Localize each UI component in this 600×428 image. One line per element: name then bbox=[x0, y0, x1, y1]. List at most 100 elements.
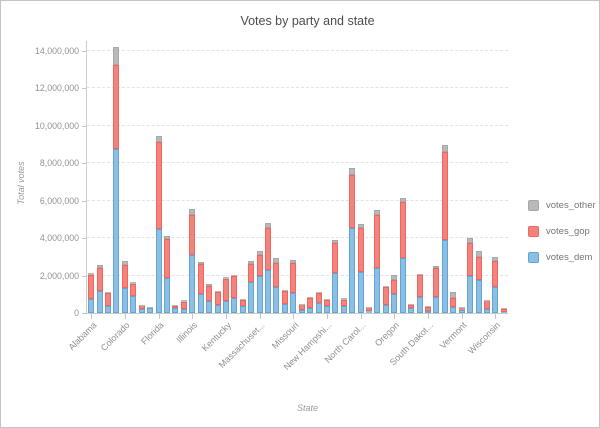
bar-segment[interactable] bbox=[113, 64, 120, 149]
bar-segment[interactable] bbox=[189, 255, 196, 313]
bar-segment[interactable] bbox=[121, 287, 128, 313]
bar-segment[interactable] bbox=[425, 306, 431, 311]
bar-new-york[interactable] bbox=[349, 168, 356, 313]
bar-segment[interactable] bbox=[408, 308, 415, 313]
bar-massachusetts[interactable] bbox=[256, 250, 263, 313]
bar-segment[interactable] bbox=[450, 307, 457, 313]
bar-segment[interactable] bbox=[273, 262, 280, 288]
bar-segment[interactable] bbox=[163, 235, 170, 239]
bar-segment[interactable] bbox=[96, 291, 103, 313]
bar-colorado[interactable] bbox=[121, 260, 128, 313]
bar-segment[interactable] bbox=[416, 273, 423, 276]
bar-segment[interactable] bbox=[408, 304, 415, 309]
bar-segment[interactable] bbox=[441, 240, 448, 313]
bar-segment[interactable] bbox=[492, 287, 499, 313]
bar-segment[interactable] bbox=[382, 285, 389, 288]
bar-segment[interactable] bbox=[332, 242, 339, 273]
bar-segment[interactable] bbox=[180, 309, 187, 313]
bar-segment[interactable] bbox=[500, 308, 507, 309]
bar-segment[interactable] bbox=[197, 264, 204, 294]
bar-segment[interactable] bbox=[248, 281, 255, 313]
legend-item-votes_dem[interactable]: votes_dem bbox=[528, 252, 596, 263]
bar-segment[interactable] bbox=[416, 275, 423, 297]
bar-segment[interactable] bbox=[290, 263, 297, 293]
bar-segment[interactable] bbox=[96, 267, 103, 292]
bar-segment[interactable] bbox=[382, 305, 389, 313]
bar-segment[interactable] bbox=[222, 301, 229, 313]
bar-segment[interactable] bbox=[315, 293, 322, 303]
bar-segment[interactable] bbox=[458, 307, 465, 310]
bar-illinois[interactable] bbox=[189, 209, 196, 313]
bar-missouri[interactable] bbox=[290, 260, 297, 313]
bar-segment[interactable] bbox=[239, 299, 246, 301]
bar-segment[interactable] bbox=[290, 292, 297, 313]
bar-segment[interactable] bbox=[248, 260, 255, 264]
bar-segment[interactable] bbox=[214, 305, 221, 313]
bar-georgia[interactable] bbox=[163, 235, 170, 313]
bar-segment[interactable] bbox=[374, 268, 381, 313]
bar-segment[interactable] bbox=[172, 304, 179, 306]
bar-segment[interactable] bbox=[256, 250, 263, 256]
bar-segment[interactable] bbox=[500, 308, 507, 312]
bar-segment[interactable] bbox=[222, 276, 229, 279]
bar-segment[interactable] bbox=[281, 290, 288, 304]
bar-california[interactable] bbox=[113, 47, 120, 313]
bar-michigan[interactable] bbox=[265, 223, 272, 313]
bar-segment[interactable] bbox=[315, 302, 322, 313]
bar-segment[interactable] bbox=[399, 258, 406, 313]
bar-segment[interactable] bbox=[105, 293, 112, 306]
bar-segment[interactable] bbox=[206, 283, 213, 286]
bar-segment[interactable] bbox=[88, 273, 95, 275]
bar-segment[interactable] bbox=[256, 255, 263, 276]
bar-segment[interactable] bbox=[130, 283, 137, 297]
bar-segment[interactable] bbox=[273, 287, 280, 313]
bar-segment[interactable] bbox=[189, 209, 196, 215]
bar-tennessee[interactable] bbox=[433, 265, 440, 313]
bar-segment[interactable] bbox=[239, 300, 246, 307]
bar-hawaii[interactable] bbox=[172, 304, 179, 313]
bar-segment[interactable] bbox=[180, 301, 187, 310]
bar-idaho[interactable] bbox=[180, 300, 187, 313]
bar-segment[interactable] bbox=[500, 311, 507, 313]
bar-segment[interactable] bbox=[340, 299, 347, 306]
bar-segment[interactable] bbox=[197, 261, 204, 265]
bar-minnesota[interactable] bbox=[273, 257, 280, 313]
bar-segment[interactable] bbox=[416, 296, 423, 313]
bar-segment[interactable] bbox=[357, 271, 364, 313]
bar-segment[interactable] bbox=[483, 309, 490, 313]
legend-item-votes_gop[interactable]: votes_gop bbox=[528, 226, 596, 237]
bar-segment[interactable] bbox=[88, 274, 95, 300]
bar-segment[interactable] bbox=[483, 300, 490, 310]
bar-montana[interactable] bbox=[298, 303, 305, 313]
bar-new-mexico[interactable] bbox=[340, 298, 347, 313]
bar-segment[interactable] bbox=[433, 265, 440, 269]
bar-segment[interactable] bbox=[214, 290, 221, 293]
bar-segment[interactable] bbox=[307, 307, 314, 313]
bar-segment[interactable] bbox=[281, 290, 288, 291]
bar-ohio[interactable] bbox=[374, 209, 381, 313]
bar-segment[interactable] bbox=[340, 305, 347, 313]
bar-segment[interactable] bbox=[323, 306, 330, 313]
bar-segment[interactable] bbox=[366, 311, 373, 313]
bar-segment[interactable] bbox=[113, 148, 120, 313]
bar-segment[interactable] bbox=[105, 291, 112, 294]
bar-texas[interactable] bbox=[441, 144, 448, 313]
bar-segment[interactable] bbox=[298, 304, 305, 310]
bar-segment[interactable] bbox=[172, 305, 179, 308]
bar-iowa[interactable] bbox=[206, 283, 213, 313]
bar-segment[interactable] bbox=[458, 309, 465, 313]
bar-north-dakota[interactable] bbox=[366, 306, 373, 313]
bar-segment[interactable] bbox=[391, 275, 398, 280]
bar-segment[interactable] bbox=[121, 260, 128, 266]
bar-segment[interactable] bbox=[290, 260, 297, 264]
bar-pennsylvania[interactable] bbox=[399, 198, 406, 313]
bar-segment[interactable] bbox=[265, 227, 272, 271]
bar-segment[interactable] bbox=[88, 299, 95, 313]
bar-segment[interactable] bbox=[374, 209, 381, 215]
bar-indiana[interactable] bbox=[197, 261, 204, 313]
bar-segment[interactable] bbox=[467, 242, 474, 276]
bar-segment[interactable] bbox=[214, 292, 221, 305]
bar-segment[interactable] bbox=[475, 257, 482, 281]
bar-segment[interactable] bbox=[239, 306, 246, 313]
bar-segment[interactable] bbox=[105, 305, 112, 313]
